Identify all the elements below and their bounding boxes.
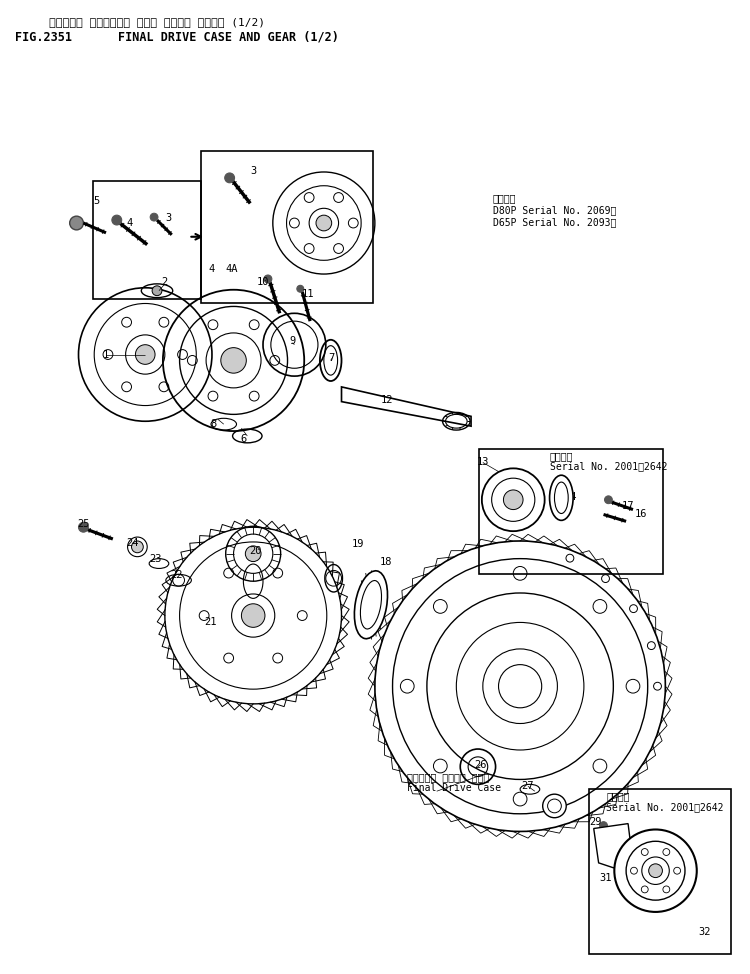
Circle shape — [316, 215, 332, 231]
Circle shape — [79, 522, 88, 532]
Circle shape — [152, 285, 162, 296]
Circle shape — [220, 348, 246, 373]
Text: 6: 6 — [240, 433, 247, 444]
Circle shape — [242, 604, 265, 627]
Circle shape — [614, 830, 697, 912]
Text: 適用番号: 適用番号 — [550, 451, 573, 461]
Text: 3: 3 — [166, 213, 172, 223]
Circle shape — [131, 541, 143, 553]
Text: FINAL DRIVE CASE AND GEAR (1/2): FINAL DRIVE CASE AND GEAR (1/2) — [118, 30, 339, 44]
Text: 23: 23 — [148, 553, 161, 564]
Text: 17: 17 — [622, 501, 634, 510]
Text: 31: 31 — [599, 873, 612, 882]
Text: 4A: 4A — [226, 264, 238, 274]
Text: 16: 16 — [634, 509, 647, 519]
Text: 5: 5 — [93, 197, 99, 206]
Circle shape — [503, 490, 523, 509]
Circle shape — [604, 496, 612, 504]
Circle shape — [136, 345, 155, 364]
Circle shape — [482, 468, 544, 531]
Text: 適用番号: 適用番号 — [607, 791, 630, 802]
Text: 20: 20 — [249, 545, 262, 556]
Text: FIG.2351: FIG.2351 — [15, 30, 72, 44]
Ellipse shape — [355, 571, 388, 639]
Text: 3: 3 — [250, 166, 256, 176]
Text: 33: 33 — [644, 897, 656, 907]
Circle shape — [264, 275, 272, 282]
Bar — [201, 151, 373, 304]
Text: 26: 26 — [475, 760, 487, 769]
Text: 13: 13 — [476, 458, 489, 468]
Circle shape — [245, 545, 261, 562]
Bar — [589, 789, 731, 955]
Text: 19: 19 — [352, 539, 364, 549]
Circle shape — [112, 215, 122, 225]
Text: 18: 18 — [380, 556, 392, 567]
Circle shape — [297, 285, 304, 292]
Text: ファイナル ドライフ ケース: ファイナル ドライフ ケース — [407, 772, 490, 782]
Circle shape — [649, 864, 662, 878]
Polygon shape — [341, 387, 471, 427]
Circle shape — [599, 822, 608, 830]
Circle shape — [543, 794, 566, 818]
Text: 4: 4 — [127, 218, 133, 228]
Text: 2: 2 — [162, 277, 168, 287]
Text: D80P Serial No. 2069～
D65P Serial No. 2093～: D80P Serial No. 2069～ D65P Serial No. 20… — [493, 206, 616, 227]
Ellipse shape — [550, 475, 573, 520]
Circle shape — [225, 173, 235, 183]
Polygon shape — [594, 824, 633, 868]
Text: 32: 32 — [698, 926, 711, 937]
Text: 4: 4 — [209, 264, 215, 274]
Text: Final Drive Case: Final Drive Case — [407, 783, 501, 794]
Bar — [479, 449, 664, 575]
Text: 適用番号: 適用番号 — [493, 194, 516, 204]
Text: 14: 14 — [565, 492, 578, 502]
Text: 1: 1 — [103, 350, 109, 359]
Text: Serial No. 2001～2642: Serial No. 2001～2642 — [550, 462, 667, 471]
Text: Serial No. 2001～2642: Serial No. 2001～2642 — [607, 802, 724, 812]
Text: 29: 29 — [590, 816, 602, 827]
Circle shape — [150, 213, 158, 221]
Text: 21: 21 — [205, 618, 218, 627]
Text: 8: 8 — [211, 419, 217, 430]
Text: 22: 22 — [170, 571, 183, 581]
Bar — [93, 181, 201, 299]
Text: 9: 9 — [290, 336, 296, 346]
Text: 11: 11 — [302, 288, 314, 299]
Text: 7: 7 — [328, 354, 334, 363]
Circle shape — [70, 216, 83, 230]
Text: ファイナル ト・ライブ・ ケース オヨビ・ ギャー・ (1/2): ファイナル ト・ライブ・ ケース オヨビ・ ギャー・ (1/2) — [49, 17, 265, 27]
Text: 10: 10 — [256, 277, 269, 287]
Text: 24: 24 — [126, 538, 139, 548]
Text: 25: 25 — [77, 519, 90, 529]
Text: 15: 15 — [509, 490, 521, 500]
Text: 30: 30 — [630, 880, 642, 889]
Text: 27: 27 — [522, 781, 534, 791]
Text: 12: 12 — [380, 394, 393, 404]
Text: 28: 28 — [551, 801, 564, 811]
